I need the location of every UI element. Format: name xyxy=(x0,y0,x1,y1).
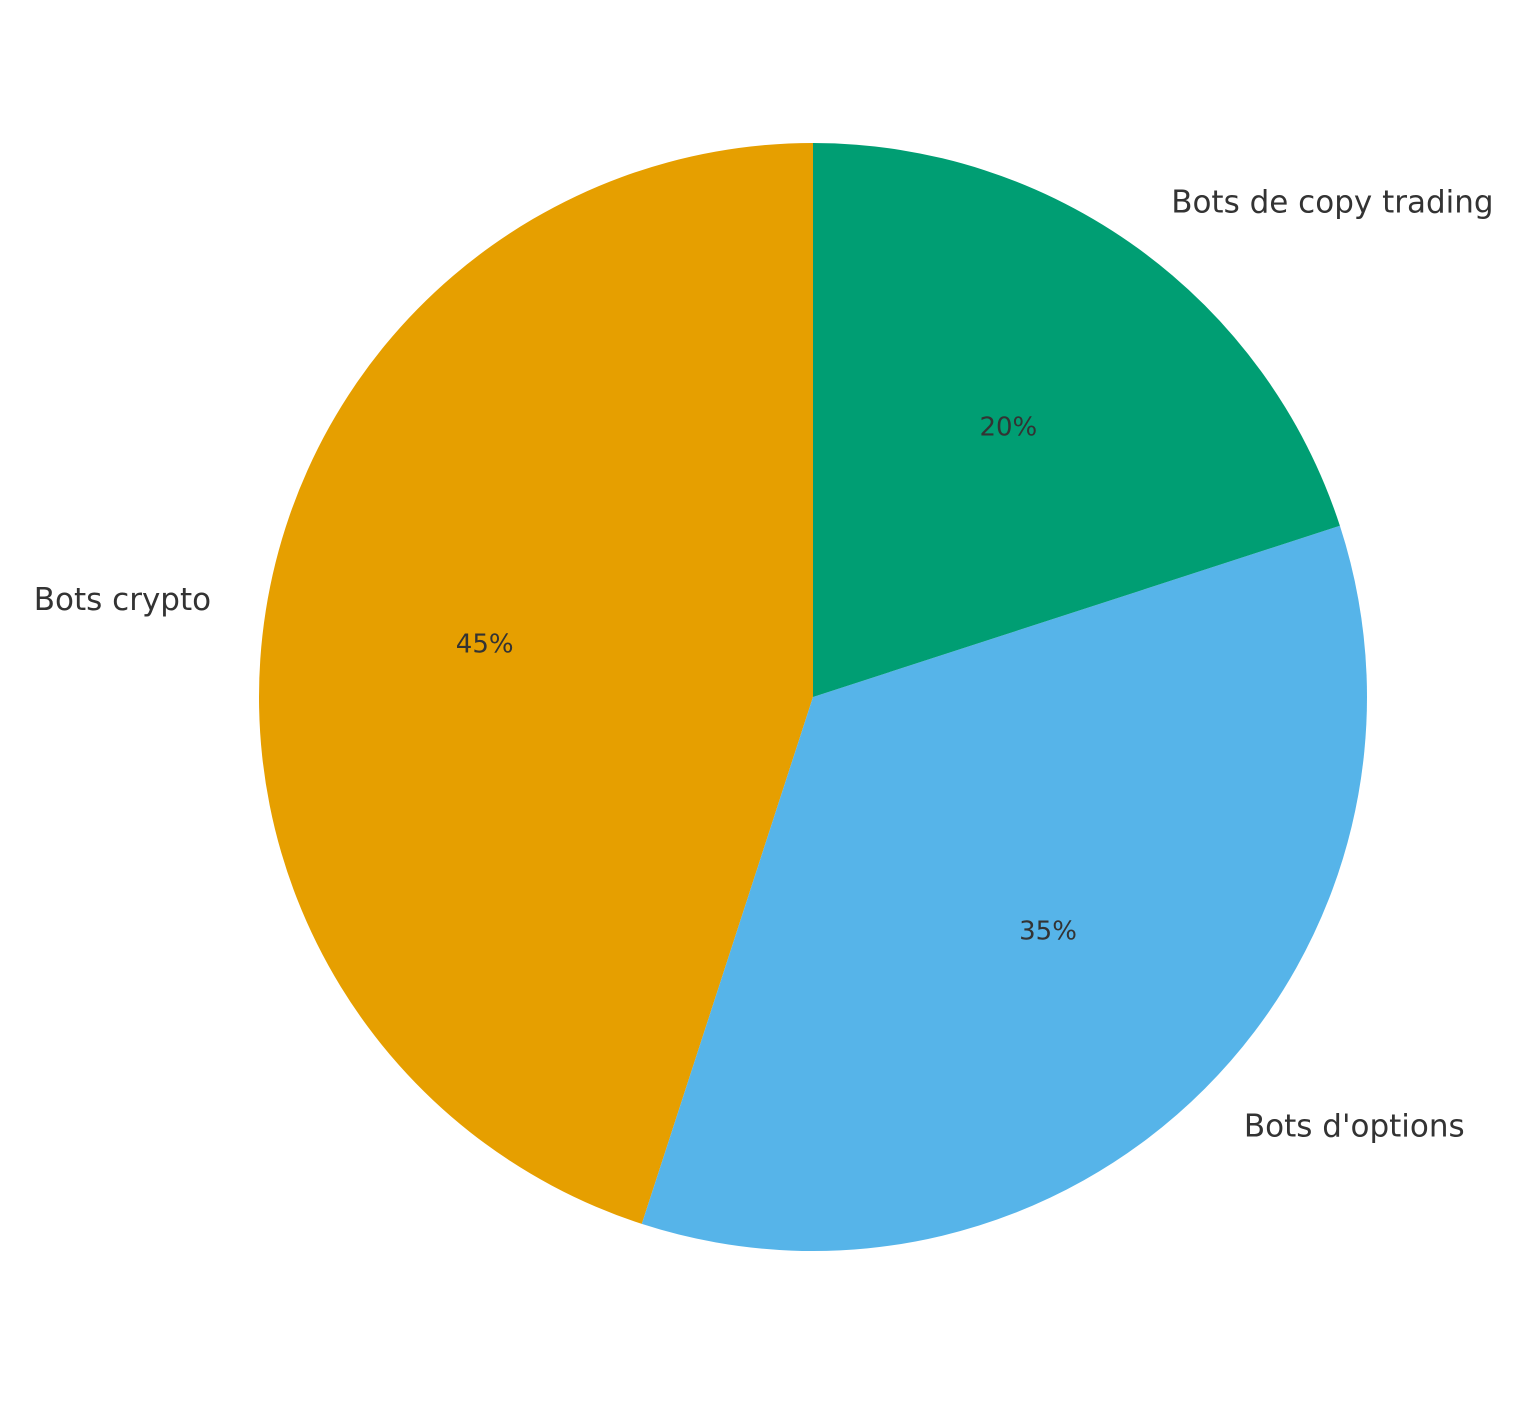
value-label: 35% xyxy=(1019,917,1077,947)
pie-slice xyxy=(813,142,1340,698)
slice-label: Bots d'options xyxy=(1244,1108,1465,1144)
pie-slice xyxy=(259,143,814,1224)
value-label: 45% xyxy=(456,630,514,660)
pie-slice xyxy=(641,525,1367,1251)
slice-label: Bots de copy trading xyxy=(1171,184,1493,220)
value-label: 20% xyxy=(979,413,1037,443)
slice-label: Bots crypto xyxy=(34,582,211,618)
